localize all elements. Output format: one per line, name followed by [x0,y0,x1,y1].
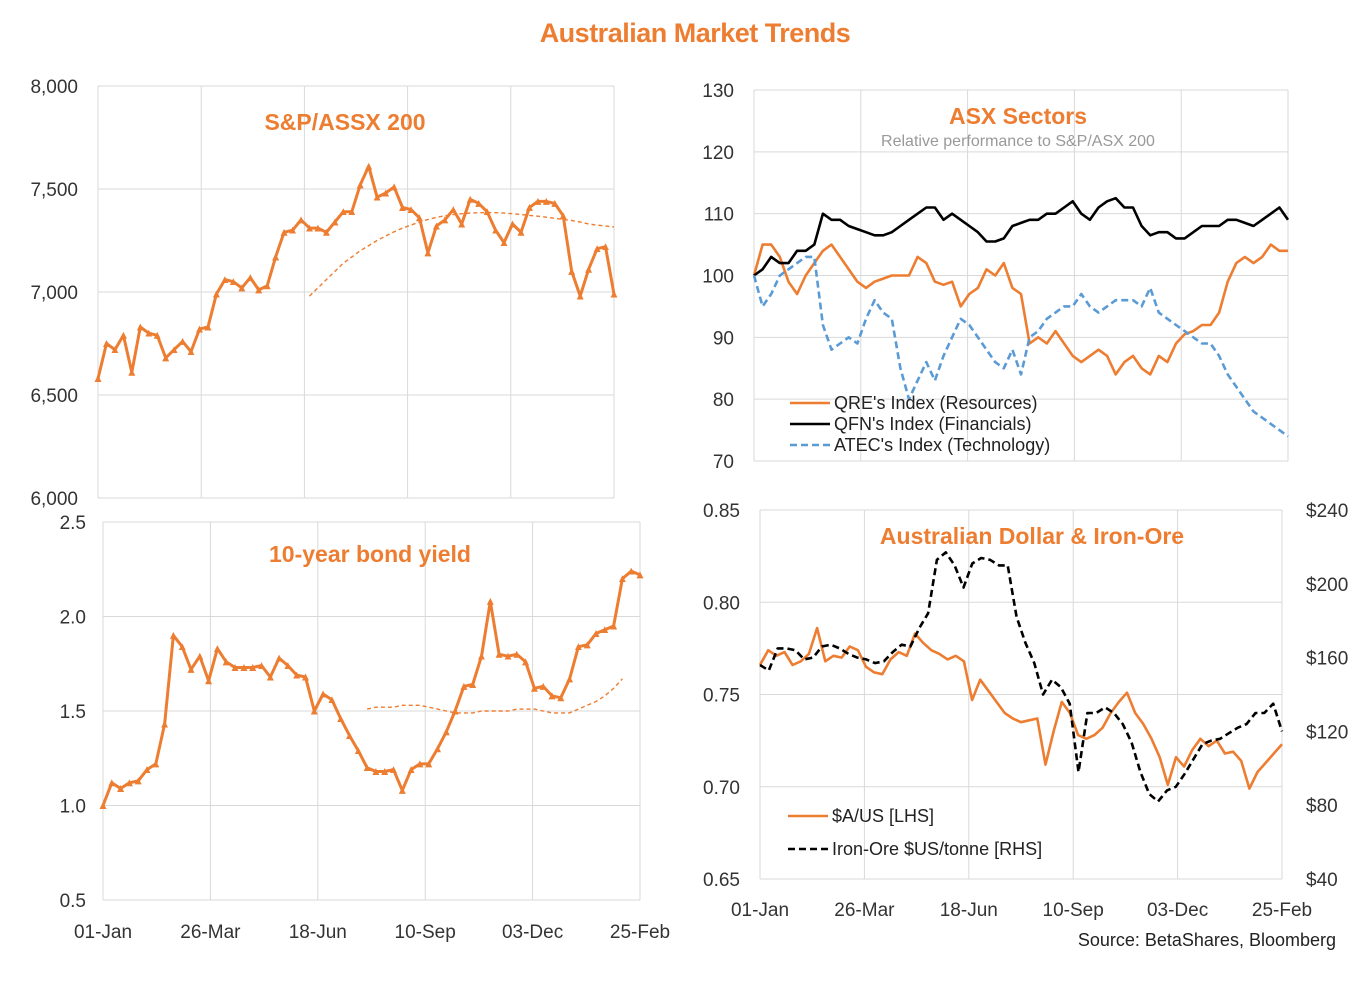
sectors-series-0 [752,243,1288,376]
asx200-y-tick: 6,500 [30,386,78,407]
source-note: Source: BetaShares, Bloomberg [1077,930,1336,950]
aud-iron-series-group [758,551,1284,803]
sectors-y-tick: 80 [713,390,734,411]
sectors-title: ASX Sectors [949,103,1087,129]
asx200-y-tick: 8,000 [30,77,78,98]
asx200-y-tick: 7,500 [30,180,78,201]
aud-iron-y-tick: 0.75 [703,686,740,707]
aud-iron-y-axis-right: $40 $80 $120 $160 $200 $240 [1306,501,1348,891]
aud-iron-y-tick: 0.80 [703,593,740,614]
sectors-legend-label: QFN's Index (Financials) [834,414,1032,434]
sectors-y-tick: 110 [704,205,734,226]
bond10y-y-tick: 2.0 [60,608,86,629]
aud-iron-y-tick: 0.70 [703,778,740,799]
bond10y-y-tick: 2.5 [60,513,86,534]
aud-iron-x-tick: 01-Jan [731,900,789,921]
main-title: Australian Market Trends [539,18,851,48]
sectors-subtitle: Relative performance to S&P/ASX 200 [881,133,1155,150]
bond10y-x-tick: 26-Mar [180,922,241,943]
aud-iron-legend: $A/US [LHS] Iron-Ore $US/tonne [RHS] [788,806,1042,859]
aud-iron-title: Australian Dollar & Iron-Ore [880,523,1184,549]
bond10y-series-0 [99,567,644,809]
aud-iron-x-tick: 26-Mar [834,900,895,921]
bond10y-title: 10-year bond yield [269,541,471,567]
sectors-series-2 [752,255,1289,438]
aud-iron-y-right-tick: $240 [1306,501,1348,522]
asx200-y-tick: 6,000 [30,489,78,510]
sectors-legend-label: QRE's Index (Resources) [834,393,1038,413]
bond10y-x-tick: 25-Feb [610,922,670,943]
aud-iron-x-tick: 18-Jun [940,900,998,921]
asx200-y-tick: 7,000 [30,283,78,304]
bond10y-x-tick: 03-Dec [502,922,563,943]
aud-iron-x-axis: 01-Jan 26-Mar 18-Jun 10-Sep 03-Dec 25-Feb [731,900,1312,921]
aud-iron-series-1 [759,551,1284,803]
sectors-series-group [752,196,1290,438]
aud-iron-x-tick: 10-Sep [1043,900,1104,921]
bond10y-y-axis: 0.5 1.0 1.5 2.0 2.5 [60,513,86,912]
bond10y-y-tick: 0.5 [60,891,86,912]
aud-iron-x-tick: 03-Dec [1147,900,1208,921]
aud-iron-y-right-tick: $80 [1306,796,1338,817]
bond10y-panel: 0.5 1.0 1.5 2.0 2.5 01-Jan 26-Mar 18-Jun 10-Sep… [60,513,671,943]
sectors-grid [753,89,1289,462]
aud-iron-y-tick: 0.65 [703,870,740,891]
aud-iron-y-right-tick: $160 [1306,649,1348,670]
bond10y-x-tick: 01-Jan [74,922,132,943]
asx200-title: S&P/ASSX 200 [264,109,425,135]
aud-iron-y-right-tick: $200 [1306,575,1348,596]
bond10y-y-tick: 1.5 [60,702,86,723]
bond10y-series-group [99,567,644,809]
aud-iron-legend-label: $A/US [LHS] [832,806,934,826]
aud-iron-legend-label: Iron-Ore $US/tonne [RHS] [832,839,1042,859]
sectors-series-1 [753,196,1290,277]
sectors-y-axis: 70 80 90 100 110 120 130 [702,81,734,473]
bond10y-series-1 [366,678,623,714]
asx200-panel: 6,000 6,500 7,000 7,500 8,000 S&P/ASSX 200 [30,77,618,510]
sectors-panel: 70 80 90 100 110 120 130 ASX Sectors Relative … [702,81,1290,473]
sectors-y-tick: 100 [702,267,734,288]
bond10y-y-tick: 1.0 [60,797,86,818]
bond10y-x-axis: 01-Jan 26-Mar 18-Jun 10-Sep 03-Dec 25-Feb [74,922,670,943]
asx200-series-0 [94,162,618,382]
sectors-legend: QRE's Index (Resources)QFN's Index (Fina… [790,393,1050,455]
aud-iron-x-tick: 25-Feb [1252,900,1312,921]
bond10y-grid [102,521,641,901]
aud-iron-y-tick: 0.85 [703,501,740,522]
sectors-y-tick: 130 [702,81,734,102]
sectors-y-tick: 70 [713,452,734,473]
aud-iron-y-right-tick: $120 [1306,722,1348,743]
aud-iron-y-right-tick: $40 [1306,870,1338,891]
aud-iron-y-axis-left: 0.65 0.70 0.75 0.80 0.85 [703,501,740,891]
aud-iron-panel: 0.650.700.750.800.85 $40$80$120$160$200$… [703,501,1348,921]
sectors-legend-label: ATEC's Index (Technology) [834,435,1050,455]
asx200-series-group [94,162,618,382]
asx200-y-axis: 6,000 6,500 7,000 7,500 8,000 [30,77,78,510]
bond10y-x-tick: 18-Jun [289,922,347,943]
asx200-grid [97,85,615,499]
sectors-y-tick: 120 [702,143,734,164]
asx200-series-1 [309,211,615,297]
aud-iron-series-0 [758,626,1283,790]
bond10y-x-tick: 10-Sep [395,922,456,943]
sectors-y-tick: 90 [713,328,734,349]
